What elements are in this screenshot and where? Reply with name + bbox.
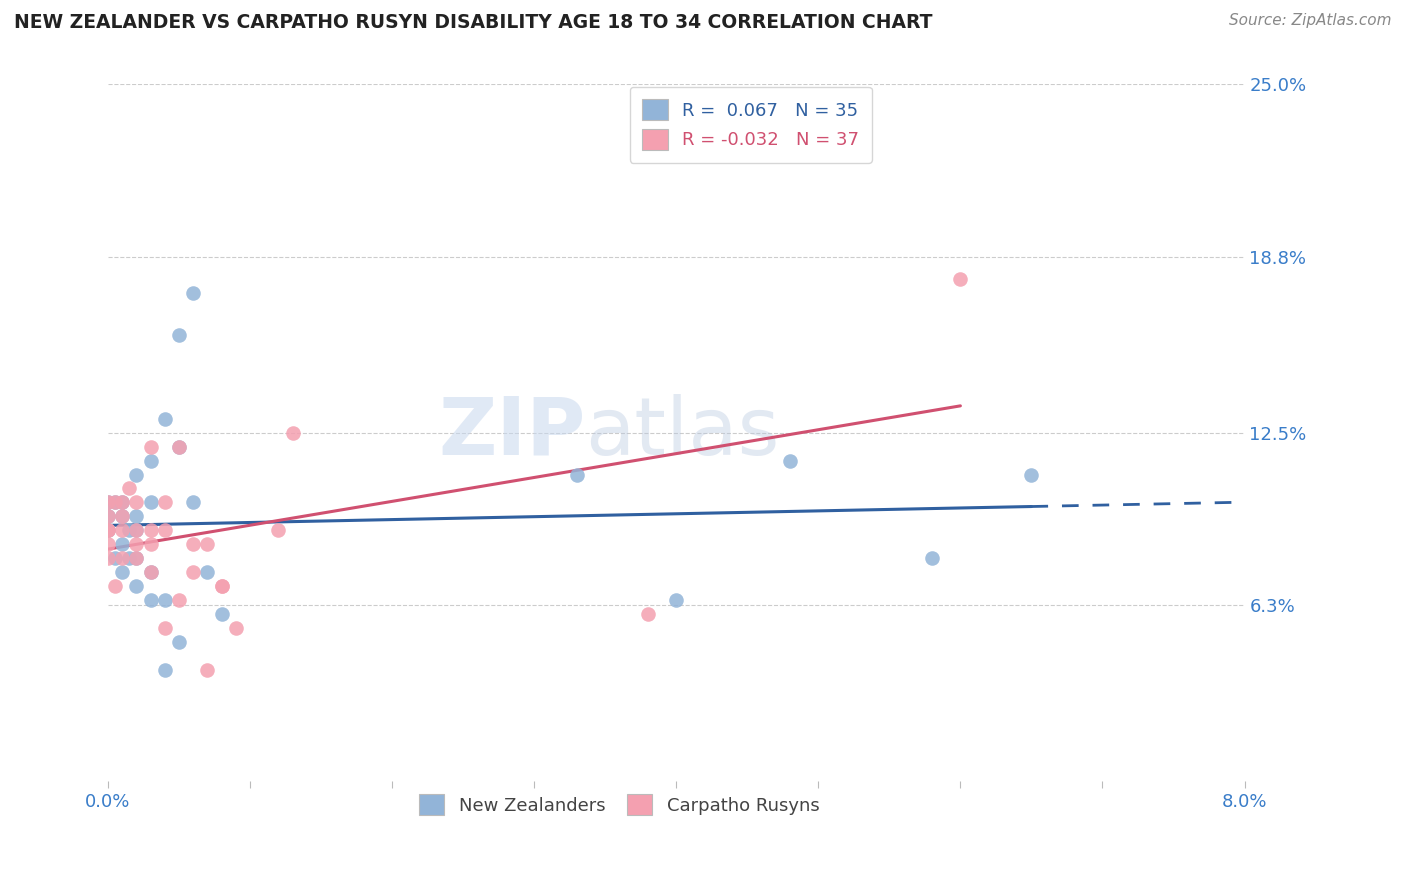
Legend: New Zealanders, Carpatho Rusyns: New Zealanders, Carpatho Rusyns <box>411 785 828 824</box>
Point <box>139 440 162 454</box>
Point <box>111 495 134 509</box>
Point <box>125 551 148 566</box>
Point <box>153 593 176 607</box>
Point <box>167 634 190 648</box>
Point <box>118 551 141 566</box>
Point <box>665 593 688 607</box>
Point <box>281 425 304 440</box>
Point <box>97 537 120 551</box>
Text: atlas: atlas <box>585 393 780 472</box>
Point <box>104 551 127 566</box>
Point <box>111 537 134 551</box>
Point <box>111 509 134 524</box>
Point <box>97 523 120 537</box>
Point <box>111 565 134 579</box>
Point <box>1021 467 1043 482</box>
Point <box>97 509 120 524</box>
Point <box>125 495 148 509</box>
Point <box>111 495 134 509</box>
Point <box>125 523 148 537</box>
Point <box>211 579 233 593</box>
Point <box>565 467 588 482</box>
Point <box>125 523 148 537</box>
Point <box>125 537 148 551</box>
Point <box>181 286 204 301</box>
Point <box>181 565 204 579</box>
Point <box>949 272 972 286</box>
Point <box>139 495 162 509</box>
Point <box>167 328 190 343</box>
Text: ZIP: ZIP <box>439 393 585 472</box>
Point <box>118 482 141 496</box>
Point <box>104 495 127 509</box>
Point <box>197 663 219 677</box>
Point <box>181 537 204 551</box>
Point <box>267 523 290 537</box>
Point <box>153 523 176 537</box>
Point <box>139 593 162 607</box>
Point <box>125 467 148 482</box>
Point <box>153 411 176 425</box>
Point <box>104 579 127 593</box>
Point <box>197 537 219 551</box>
Point <box>167 440 190 454</box>
Point <box>104 495 127 509</box>
Point <box>97 495 120 509</box>
Point <box>111 509 134 524</box>
Point <box>167 440 190 454</box>
Point <box>921 551 943 566</box>
Point <box>225 621 247 635</box>
Point <box>125 579 148 593</box>
Point <box>118 523 141 537</box>
Point <box>111 551 134 566</box>
Point <box>139 565 162 579</box>
Point <box>139 523 162 537</box>
Point <box>97 523 120 537</box>
Point <box>181 495 204 509</box>
Point <box>211 579 233 593</box>
Point <box>97 551 120 566</box>
Point <box>153 663 176 677</box>
Point <box>153 495 176 509</box>
Point <box>125 509 148 524</box>
Point <box>637 607 659 621</box>
Point <box>779 453 801 467</box>
Point <box>97 495 120 509</box>
Point <box>139 565 162 579</box>
Point <box>125 551 148 566</box>
Text: NEW ZEALANDER VS CARPATHO RUSYN DISABILITY AGE 18 TO 34 CORRELATION CHART: NEW ZEALANDER VS CARPATHO RUSYN DISABILI… <box>14 13 932 32</box>
Point <box>167 593 190 607</box>
Text: Source: ZipAtlas.com: Source: ZipAtlas.com <box>1229 13 1392 29</box>
Point <box>97 523 120 537</box>
Point <box>111 523 134 537</box>
Point <box>211 607 233 621</box>
Point <box>197 565 219 579</box>
Point <box>139 453 162 467</box>
Point <box>97 509 120 524</box>
Point <box>139 537 162 551</box>
Point <box>153 621 176 635</box>
